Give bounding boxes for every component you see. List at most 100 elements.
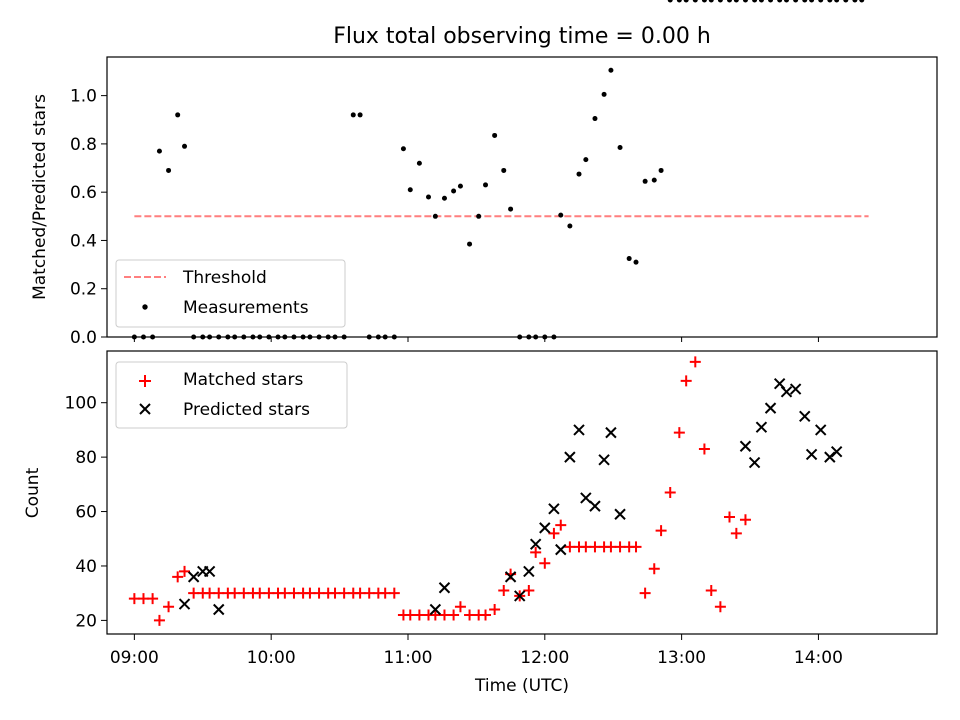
- measurement-point: [777, 0, 783, 3]
- matched-star-point: [648, 563, 660, 575]
- measurement-point: [768, 0, 774, 3]
- measurement-point: [676, 0, 682, 3]
- matched-star-point: [639, 587, 651, 599]
- measurement-point: [667, 0, 673, 3]
- chart-title: Flux total observing time = 0.00 h: [333, 24, 711, 49]
- matched-star-point: [680, 375, 692, 387]
- matched-star-point: [153, 614, 165, 626]
- bottom-y-axis-label: Count: [23, 467, 43, 518]
- matched-star-point: [739, 514, 751, 526]
- x-axis-label: Time (UTC): [474, 676, 569, 696]
- measurement-point: [642, 178, 648, 184]
- predicted-star-point: [203, 565, 216, 578]
- predicted-star-point: [529, 538, 542, 550]
- measurement-point: [407, 187, 413, 193]
- matched-star-point: [689, 356, 701, 368]
- top-legend: Threshold Measurements: [115, 259, 346, 328]
- measurement-point: [182, 143, 188, 149]
- measurement-point: [350, 112, 356, 118]
- legend-measurements-marker: [142, 304, 148, 310]
- predicted-star-point: [178, 598, 191, 610]
- legend-matched-marker: [139, 375, 151, 387]
- top-y-axis-label: Matched/Predicted stars: [30, 94, 50, 300]
- measurement-point: [752, 0, 758, 3]
- bottom-legend: Matched stars Predicted stars: [115, 361, 348, 429]
- predicted-star-point: [764, 402, 777, 414]
- predicted-star-point: [805, 448, 818, 461]
- bottom-axes-frame: [106, 350, 938, 635]
- matched-star-point: [548, 527, 560, 539]
- measurement-point: [809, 0, 815, 3]
- bottom-x-axis: 09:00 10:00 11:00 12:00 13:00 14:00: [110, 634, 843, 668]
- measurement-point: [592, 116, 598, 122]
- predicted-star-point: [539, 522, 551, 534]
- top-y-tick-label: 0.2: [70, 280, 97, 300]
- measurement-point: [451, 188, 457, 194]
- predicted-star-point: [799, 410, 811, 423]
- measurement-point: [793, 0, 799, 3]
- measurement-point: [175, 112, 181, 118]
- x-tick-label: 09:00: [110, 648, 159, 668]
- measurement-point: [400, 146, 406, 152]
- measurement-point: [758, 0, 764, 3]
- matched-star-point: [673, 427, 685, 439]
- measurement-point: [156, 148, 162, 154]
- matched-star-point: [147, 593, 159, 605]
- matched-star-point: [730, 527, 742, 539]
- measurement-point: [827, 0, 833, 3]
- predicted-star-point: [830, 445, 843, 458]
- top-y-tick-label: 0.4: [70, 231, 97, 251]
- matched-star-point: [388, 587, 400, 599]
- measurement-point: [508, 206, 514, 212]
- measurement-point: [457, 183, 463, 189]
- measurement-point: [601, 91, 607, 97]
- measurement-point: [633, 259, 639, 265]
- matched-star-point: [698, 443, 710, 455]
- bottom-y-tick-label: 60: [75, 503, 97, 523]
- legend-predicted-marker: [139, 403, 151, 415]
- measurement-point: [683, 0, 689, 3]
- bottom-y-tick-label: 100: [65, 394, 97, 414]
- bottom-y-axis: 20 40 60 80 100: [65, 394, 107, 631]
- top-y-tick-label: 0.8: [70, 135, 97, 155]
- measurement-point: [558, 212, 564, 218]
- matched-star-point: [530, 546, 542, 558]
- top-panel: 0.0 0.2 0.4 0.6 0.8 1.0 Matched/Predicted sta…: [30, 0, 938, 348]
- matched-star-point: [630, 541, 642, 553]
- matched-star-point: [172, 571, 184, 583]
- measurement-point: [802, 0, 808, 3]
- predicted-star-point: [429, 603, 442, 616]
- measurement-point: [852, 0, 858, 3]
- measurement-point: [426, 194, 432, 200]
- measurement-point: [441, 195, 447, 201]
- top-y-tick-label: 0.0: [70, 328, 97, 348]
- measurement-point: [742, 0, 748, 3]
- measurement-point: [701, 0, 707, 3]
- x-tick-label: 12:00: [520, 648, 569, 668]
- predicted-star-point: [789, 383, 802, 395]
- top-y-tick-label: 0.6: [70, 183, 97, 203]
- measurement-point: [658, 167, 664, 173]
- predicted-star-point: [187, 571, 200, 583]
- measurement-point: [692, 0, 698, 3]
- measurement-point: [727, 0, 732, 3]
- top-legend-box: [115, 259, 346, 328]
- predicted-star-point: [605, 426, 617, 439]
- measurement-point: [583, 157, 589, 163]
- matched-star-point: [480, 609, 492, 621]
- predicted-star-point: [504, 571, 517, 583]
- matched-star-point: [724, 511, 735, 523]
- x-tick-label: 14:00: [794, 648, 843, 668]
- matched-star-point: [489, 604, 501, 616]
- measurement-point: [357, 112, 363, 118]
- x-tick-label: 10:00: [247, 648, 296, 668]
- measurement-point: [476, 213, 482, 219]
- matched-star-point: [655, 525, 667, 537]
- matched-star-point: [163, 601, 175, 613]
- legend-threshold-label: Threshold: [182, 268, 267, 288]
- measurement-point: [834, 0, 840, 3]
- measurement-point: [717, 0, 723, 3]
- predicted-star-point: [739, 440, 752, 452]
- x-tick-label: 11:00: [383, 648, 432, 668]
